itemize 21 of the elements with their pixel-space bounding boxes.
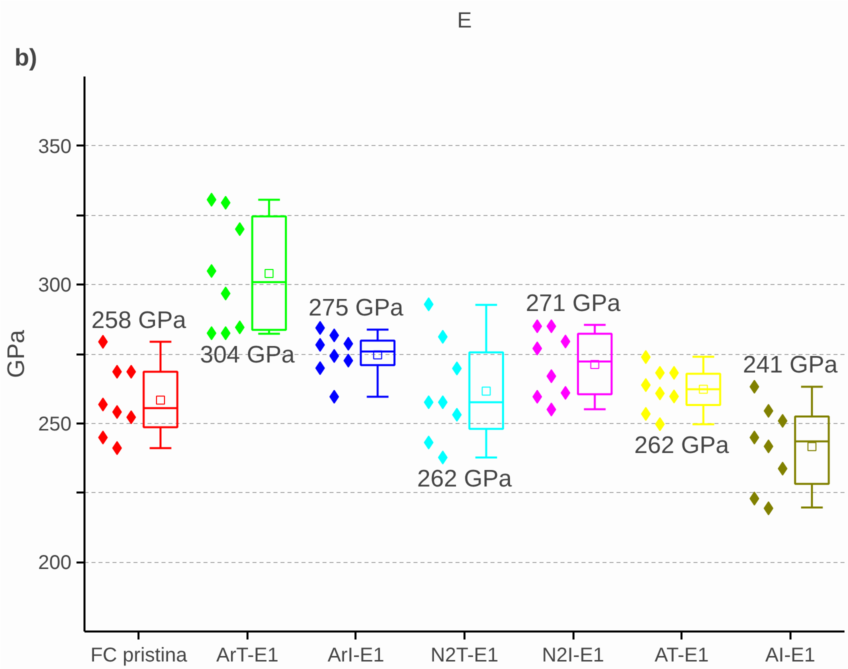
x-tick-label: N2T-E1 xyxy=(430,644,498,666)
y-tick-label: 200 xyxy=(38,552,72,574)
text: b) xyxy=(14,44,38,72)
y-axis-title: GPa xyxy=(3,329,30,378)
x-tick-label: AT-E1 xyxy=(654,644,709,666)
x-tick-label: AI-E1 xyxy=(765,644,816,666)
annotation: 275 GPa xyxy=(308,294,404,322)
x-tick-label: FC pristina xyxy=(90,644,188,666)
annotation: 258 GPa xyxy=(91,306,187,334)
x-tick-label: ArI-E1 xyxy=(328,644,384,666)
annotation: 262 GPa xyxy=(634,432,730,460)
x-tick-label: N2I-E1 xyxy=(542,644,604,666)
annotation: 271 GPa xyxy=(526,290,622,317)
annotation: 304 GPa xyxy=(200,342,296,369)
y-tick-label: 300 xyxy=(38,274,72,297)
y-tick-label: 350 xyxy=(38,136,72,158)
x-tick-label: ArT-E1 xyxy=(216,644,278,666)
chart-title: E xyxy=(457,8,472,32)
annotation: 262 GPa xyxy=(417,466,513,493)
annotation: 241 GPa xyxy=(742,352,838,379)
y-tick-label: 250 xyxy=(38,413,72,436)
